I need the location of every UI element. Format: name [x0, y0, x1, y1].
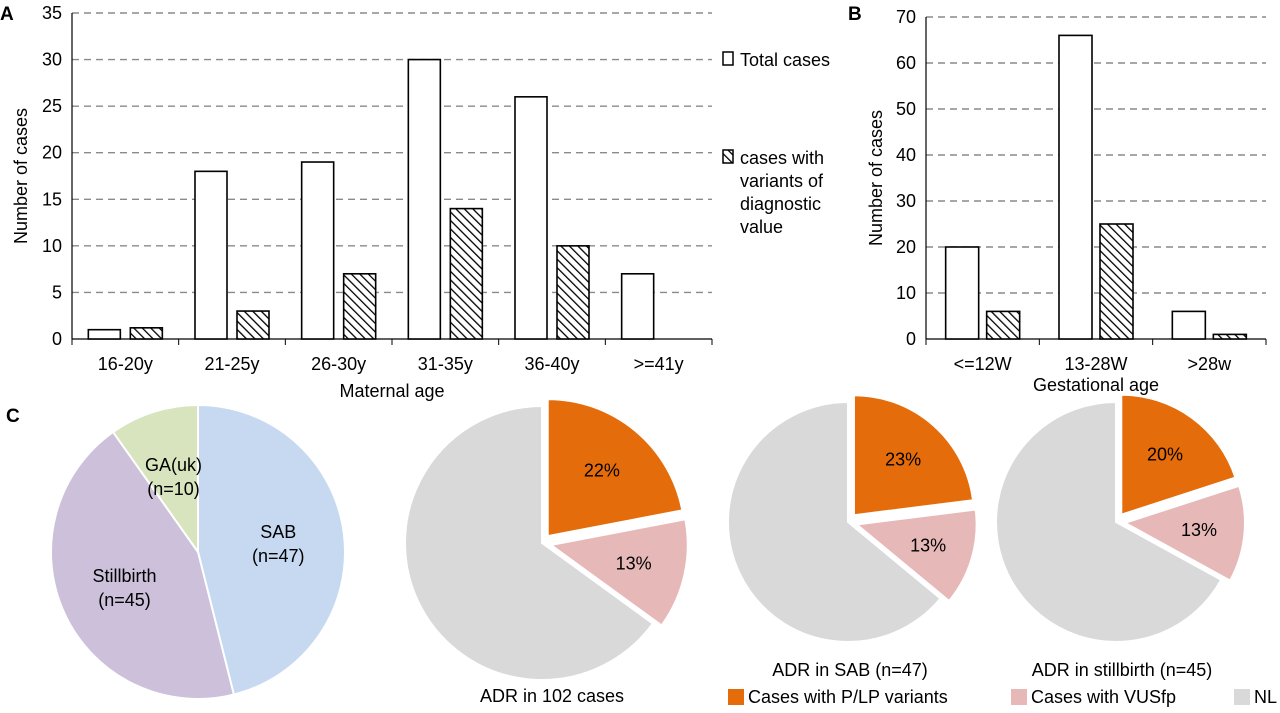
- legend-swatch-variants: [722, 149, 734, 164]
- legend-label-total: Total cases: [740, 50, 830, 70]
- pie-slice: [50, 430, 236, 700]
- y-tick-label: 15: [42, 189, 62, 209]
- y-tick-label: 10: [896, 283, 916, 303]
- bar-total: [944, 246, 980, 340]
- bar-total: [407, 58, 442, 340]
- pie-charts: SAB (n=47) Stillbirth (n=45) GA(uk) (n=10) 22%…: [50, 393, 1246, 700]
- x-tick-label: >=41y: [634, 354, 684, 374]
- x-tick-label: 13-28W: [1064, 354, 1127, 374]
- x-tick-label: >28w: [1188, 354, 1233, 374]
- bar-variants: [449, 207, 484, 340]
- pie-slice: [995, 400, 1223, 643]
- x-tick-label: <=12W: [954, 354, 1012, 374]
- y-tick-label: 20: [896, 237, 916, 257]
- pie-slice: [1122, 484, 1246, 583]
- pie-adr-stillbirth: 20% 13%: [995, 393, 1246, 643]
- y-tick-label: 40: [896, 145, 916, 165]
- bar-total: [194, 170, 228, 340]
- x-axis-label: Gestational age: [1033, 375, 1159, 395]
- x-axis-label: Maternal age: [339, 381, 444, 401]
- legend-label-variants-4: value: [740, 217, 783, 237]
- bar-variants: [129, 327, 164, 340]
- adr-legend: Cases with P/LP variants Cases with VUSf…: [728, 687, 1277, 707]
- bar-variants: [342, 272, 377, 340]
- bar-total: [514, 96, 548, 340]
- pie-slice: [197, 403, 346, 696]
- x-tick-label: 36-40y: [524, 354, 579, 374]
- pie-slice-label: 20%: [1147, 445, 1183, 465]
- bar-total: [300, 161, 335, 340]
- pie-slice: [546, 398, 684, 538]
- adr-legend-swatch-nl: [1234, 689, 1250, 705]
- panel-label-b: B: [848, 4, 862, 25]
- legend-label-variants-1: cases with: [740, 148, 824, 168]
- pie-slice: [854, 508, 978, 603]
- adr-legend-label-nl: NL: [1254, 687, 1277, 707]
- pie-title-stillbirth: ADR in stillbirth (n=45): [1032, 660, 1213, 680]
- pie-slice-sublabel: (n=45): [98, 590, 151, 610]
- legend-swatch-total: [722, 51, 734, 66]
- pie-slice-label: 13%: [1181, 520, 1217, 540]
- x-tick-label: 21-25y: [204, 354, 259, 374]
- legend-label-variants-2: variants of: [740, 171, 824, 191]
- pie-slice: [111, 403, 199, 556]
- y-tick-label: 20: [42, 143, 62, 163]
- bar-variants: [985, 310, 1021, 340]
- adr-legend-label-plp: Cases with P/LP variants: [748, 687, 948, 707]
- legend-label-variants-3: diagnostic: [740, 194, 821, 214]
- y-axis-label: Number of cases: [866, 110, 886, 246]
- y-tick-label: 0: [906, 329, 916, 349]
- panel-label-a: A: [0, 4, 14, 25]
- y-tick-label: 0: [52, 329, 62, 349]
- bar-total: [87, 328, 122, 340]
- pie-slice-sublabel: (n=10): [147, 479, 200, 499]
- pie-title-all: ADR in 102 cases: [480, 686, 624, 706]
- adr-legend-label-vus: Cases with VUSfp: [1031, 687, 1176, 707]
- pie-slice: [1120, 393, 1237, 517]
- bar-variants: [1212, 333, 1248, 340]
- bar-total: [1058, 34, 1093, 340]
- bar-variants: [1099, 223, 1134, 340]
- pie-slice: [404, 404, 655, 681]
- pie-case-types: SAB (n=47) Stillbirth (n=45) GA(uk) (n=10): [50, 403, 346, 700]
- x-tick-label: 16-20y: [98, 354, 153, 374]
- pie-slice-label: 23%: [885, 449, 921, 469]
- x-tick-label: 26-30y: [311, 354, 366, 374]
- y-tick-label: 30: [896, 191, 916, 211]
- y-tick-label: 10: [42, 236, 62, 256]
- pie-title-sab: ADR in SAB (n=47): [772, 660, 928, 680]
- pie-slice: [727, 400, 942, 643]
- pie-slice-label: 22%: [584, 461, 620, 481]
- y-tick-label: 35: [42, 3, 62, 23]
- adr-legend-swatch-plp: [728, 689, 744, 705]
- pie-adr-sab: 23% 13%: [727, 394, 978, 643]
- pie-adr-all: 22% 13%: [404, 398, 689, 681]
- pie-slice-label: SAB: [260, 522, 296, 542]
- pie-slice: [852, 394, 975, 517]
- y-axis-label: Number of cases: [11, 108, 31, 244]
- y-tick-label: 50: [896, 99, 916, 119]
- pie-slice-sublabel: (n=47): [252, 546, 305, 566]
- bar-chart-gestational-age: 0 10 20 30 40 50 60 70 <=12W 13-28W >28w Gestationa…: [866, 7, 1267, 395]
- bar-total: [620, 272, 655, 340]
- y-tick-label: 70: [896, 7, 916, 27]
- legend-a: Total cases cases with variants of diagn…: [722, 50, 830, 237]
- pie-slice-label: Stillbirth: [93, 566, 157, 586]
- pie-slice-label: 13%: [616, 553, 652, 573]
- pie-slice: [548, 518, 689, 627]
- y-tick-label: 30: [42, 50, 62, 70]
- adr-legend-swatch-vus: [1011, 689, 1027, 705]
- panel-label-c: C: [6, 406, 20, 427]
- y-tick-label: 60: [896, 53, 916, 73]
- pie-slice-label: 13%: [910, 535, 946, 555]
- x-tick-label: 31-35y: [418, 354, 473, 374]
- bar-variants: [236, 310, 270, 340]
- bar-total: [1171, 310, 1207, 340]
- bar-variants: [556, 245, 590, 340]
- bar-chart-maternal-age: 0 5 10 15 20 25 30 35 16-20y 21-25y 26-30y 31-35y 36…: [11, 3, 713, 401]
- y-tick-label: 5: [52, 282, 62, 302]
- pie-slice-label: GA(uk): [145, 455, 202, 475]
- y-tick-label: 25: [42, 96, 62, 116]
